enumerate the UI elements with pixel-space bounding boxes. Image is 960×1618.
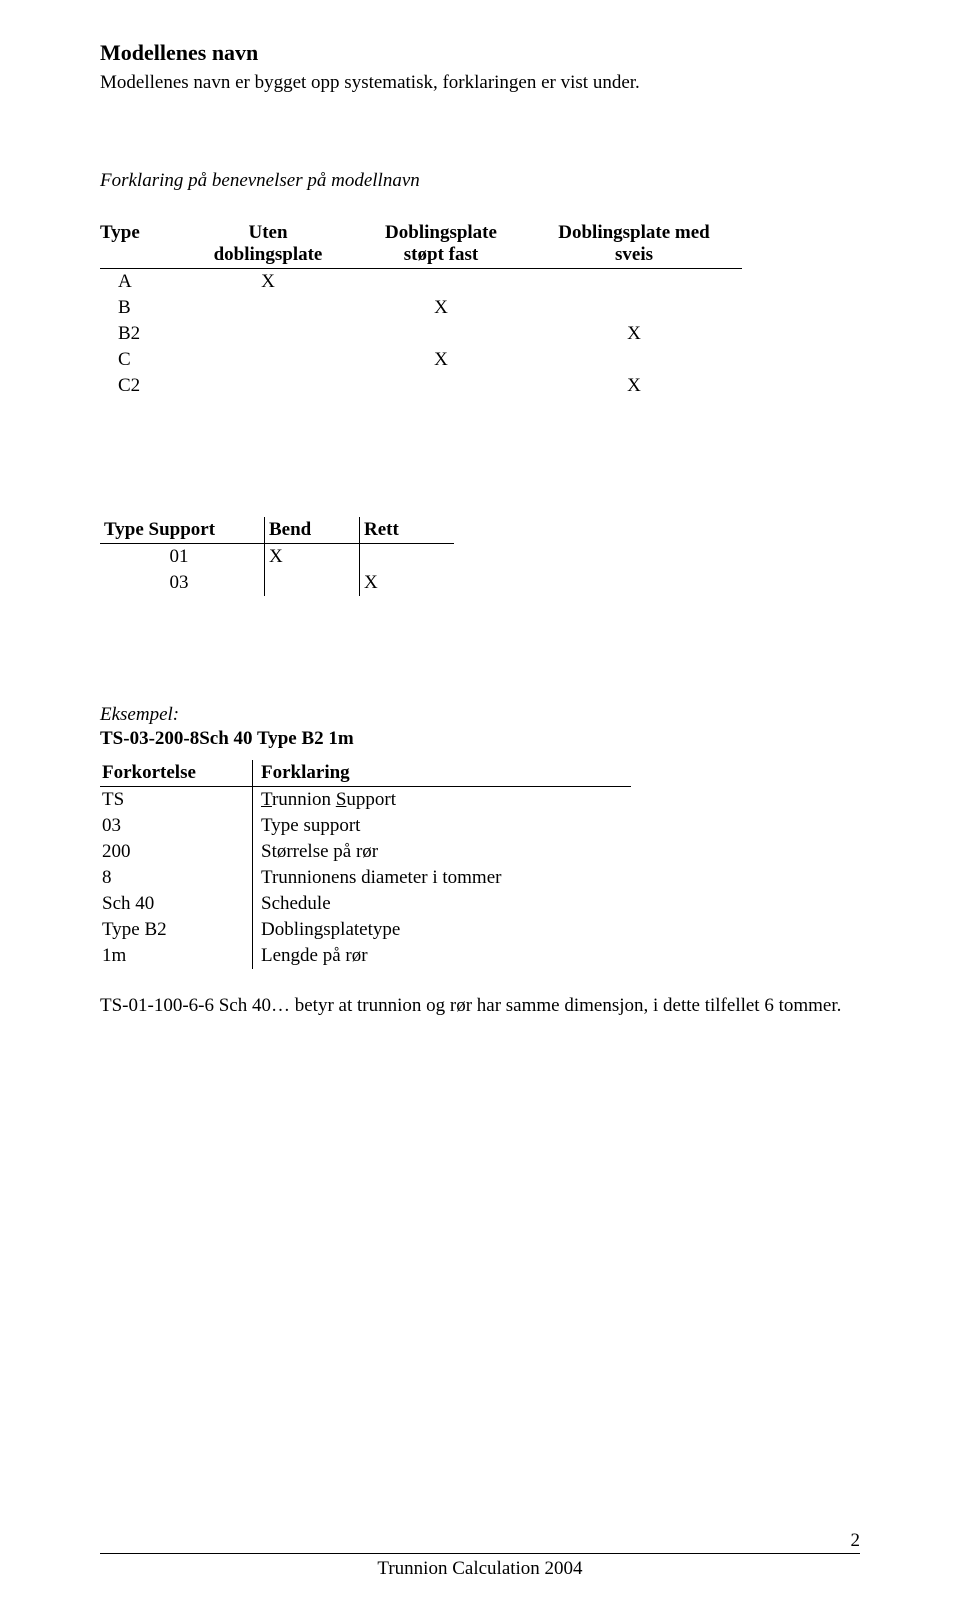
t3-cell: 1m — [100, 943, 253, 969]
t1-cell — [534, 295, 742, 321]
t3-ts-S: S — [336, 789, 347, 810]
t2-hdr-ts: Type Support — [100, 517, 265, 544]
t1-cell: X — [356, 347, 534, 373]
t1-hdr-med: Doblingsplate med sveis — [534, 220, 742, 269]
t2-cell: X — [265, 544, 360, 571]
example-code: TS-03-200-8Sch 40 Type B2 1m — [100, 728, 860, 750]
t2-cell: X — [360, 570, 455, 596]
table-row: Sch 40 Schedule — [100, 891, 631, 917]
table-row: 01 X — [100, 544, 454, 571]
table-row: TS Trunnion Support — [100, 787, 631, 814]
t1-cell — [356, 269, 534, 296]
t3-cell: 03 — [100, 813, 253, 839]
table-row: B X — [100, 295, 742, 321]
table-row: C2 X — [100, 373, 742, 399]
t3-ts-T: T — [261, 789, 272, 810]
t3-ts-u: upport — [346, 789, 396, 810]
t3-cell: TS — [100, 787, 253, 814]
t3-cell: Doblingsplatetype — [253, 917, 632, 943]
table-row: 200 Størrelse på rør — [100, 839, 631, 865]
footer-text: Trunnion Calculation 2004 — [377, 1558, 582, 1579]
t1-cell: A — [100, 269, 188, 296]
t1-cell — [534, 269, 742, 296]
page-number: 2 — [851, 1530, 861, 1552]
t1-cell: X — [356, 295, 534, 321]
t1-hdr-uten-l1: Uten — [248, 222, 287, 243]
table-row: C X — [100, 347, 742, 373]
t1-cell: X — [534, 373, 742, 399]
t3-cell: Lengde på rør — [253, 943, 632, 969]
t1-cell — [188, 347, 356, 373]
t2-cell — [360, 544, 455, 571]
t1-cell: X — [534, 321, 742, 347]
t1-cell — [188, 321, 356, 347]
t2-cell: 01 — [100, 544, 265, 571]
example-label: Eksempel: — [100, 704, 860, 726]
t1-hdr-med-l1: Doblingsplate med — [558, 222, 710, 243]
t1-hdr-med-l2: sveis — [615, 244, 653, 265]
t1-hdr-uten: Uten doblingsplate — [188, 220, 356, 269]
t3-cell: Trunnion Support — [253, 787, 632, 814]
t1-hdr-uten-l2: doblingsplate — [214, 244, 323, 265]
table-row: 1m Lengde på rør — [100, 943, 631, 969]
t3-cell: Type support — [253, 813, 632, 839]
t1-cell: C — [100, 347, 188, 373]
page-title: Modellenes navn — [100, 40, 860, 66]
t2-hdr-rett: Rett — [360, 517, 455, 544]
table1-caption: Forklaring på benevnelser på modellnavn — [100, 170, 860, 192]
t3-cell: Trunnionens diameter i tommer — [253, 865, 632, 891]
t1-cell — [188, 295, 356, 321]
table-row: A X — [100, 269, 742, 296]
table-row: 03 X — [100, 570, 454, 596]
t1-cell — [188, 373, 356, 399]
t1-hdr-stopt: Doblingsplate støpt fast — [356, 220, 534, 269]
t1-cell: C2 — [100, 373, 188, 399]
t3-cell: Type B2 — [100, 917, 253, 943]
t3-cell: Sch 40 — [100, 891, 253, 917]
footnote: TS-01-100-6-6 Sch 40… betyr at trunnion … — [100, 995, 860, 1017]
t3-cell: Schedule — [253, 891, 632, 917]
table-row: Type B2 Doblingsplatetype — [100, 917, 631, 943]
page: Modellenes navn Modellenes navn er bygge… — [0, 0, 960, 1618]
intro-text: Modellenes navn er bygget opp systematis… — [100, 72, 860, 94]
table-row: B2 X — [100, 321, 742, 347]
t3-cell: 200 — [100, 839, 253, 865]
t1-cell — [356, 373, 534, 399]
table-row: 03 Type support — [100, 813, 631, 839]
t3-cell: Størrelse på rør — [253, 839, 632, 865]
t3-cell: 8 — [100, 865, 253, 891]
t1-hdr-stopt-l2: støpt fast — [404, 244, 478, 265]
t2-hdr-bend: Bend — [265, 517, 360, 544]
t1-hdr-stopt-l1: Doblingsplate — [385, 222, 497, 243]
table-support: Type Support Bend Rett 01 X 03 X — [100, 517, 454, 596]
t1-cell — [534, 347, 742, 373]
t3-ts-r: runnion — [272, 789, 336, 810]
t3-hdr-forkl: Forklaring — [253, 760, 632, 787]
t1-cell: X — [188, 269, 356, 296]
t3-hdr-fk: Forkortelse — [100, 760, 253, 787]
t1-cell — [356, 321, 534, 347]
table-modellnavn: Type Uten doblingsplate Doblingsplate st… — [100, 220, 742, 399]
t2-cell — [265, 570, 360, 596]
table-row: 8 Trunnionens diameter i tommer — [100, 865, 631, 891]
t1-cell: B — [100, 295, 188, 321]
t2-cell: 03 — [100, 570, 265, 596]
page-footer: 2 Trunnion Calculation 2004 — [100, 1553, 860, 1580]
t1-hdr-type-text: Type — [100, 222, 140, 243]
table-forkortelse: Forkortelse Forklaring TS Trunnion Suppo… — [100, 760, 631, 969]
t1-cell: B2 — [100, 321, 188, 347]
t1-hdr-type: Type — [100, 220, 188, 269]
